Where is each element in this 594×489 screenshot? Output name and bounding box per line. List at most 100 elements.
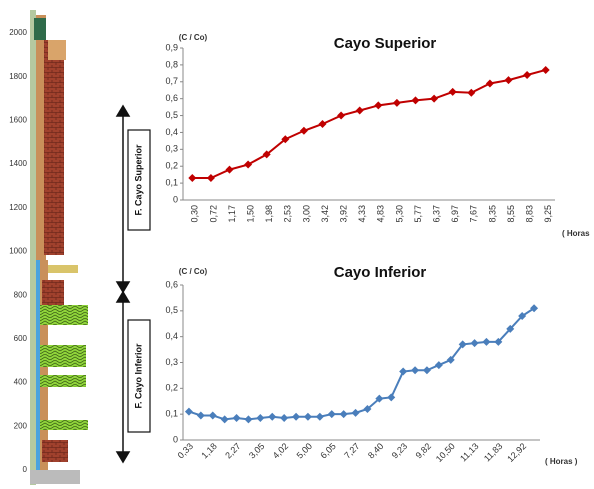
- y-tick-label: 0,2: [165, 383, 178, 393]
- column-green: [40, 305, 88, 325]
- data-point: [256, 414, 264, 422]
- y-tick-label: 0: [173, 434, 178, 444]
- formation-label: F. Cayo Superior: [133, 144, 143, 216]
- data-point: [412, 96, 420, 104]
- depth-label: 2000: [9, 28, 27, 37]
- column-brick: [42, 280, 64, 305]
- chart-title: Cayo Superior: [334, 35, 437, 52]
- x-tick-label: 5,00: [295, 441, 314, 460]
- data-point: [268, 413, 276, 421]
- y-tick-label: 0,1: [165, 177, 178, 187]
- y-tick-label: 0,6: [165, 93, 178, 103]
- x-tick-label: 12,92: [505, 441, 528, 464]
- y-tick-label: 0: [173, 194, 178, 204]
- figure: 2000180016001400120010008006004002000F. …: [0, 0, 594, 489]
- data-point: [340, 410, 348, 418]
- data-point: [316, 413, 324, 421]
- strat-column: [30, 10, 88, 485]
- depth-label: 1200: [9, 203, 27, 212]
- y-tick-label: 0,3: [165, 144, 178, 154]
- column-green: [40, 420, 88, 430]
- x-tick-label: 8,40: [366, 441, 385, 460]
- data-point: [197, 411, 205, 419]
- x-tick-label: 11,83: [482, 441, 505, 464]
- x-tick-label: 0,72: [208, 205, 218, 223]
- x-tick-label: 8,35: [487, 205, 497, 223]
- y-tick-label: 0,9: [165, 42, 178, 52]
- data-point: [233, 414, 241, 422]
- data-point: [449, 88, 457, 96]
- data-point: [280, 414, 288, 422]
- x-axis-label: ( Horas ): [545, 457, 578, 466]
- x-tick-label: 4,02: [271, 441, 290, 460]
- chart-title: Cayo Inferior: [334, 264, 427, 281]
- depth-label: 600: [14, 334, 28, 343]
- data-point: [319, 120, 327, 128]
- column-green: [40, 345, 86, 367]
- x-tick-label: 1,18: [199, 441, 218, 460]
- data-point: [300, 127, 308, 135]
- data-point: [328, 410, 336, 418]
- y-axis-label: (C / Co): [179, 267, 208, 276]
- data-point: [221, 415, 229, 423]
- y-tick-label: 0,4: [165, 127, 178, 137]
- data-point: [435, 361, 443, 369]
- data-line: [192, 70, 545, 178]
- y-tick-label: 0,5: [165, 305, 178, 315]
- data-point: [207, 174, 215, 182]
- depth-label: 1800: [9, 72, 27, 81]
- x-tick-label: 2,27: [223, 441, 242, 460]
- y-tick-label: 0,4: [165, 331, 178, 341]
- x-tick-label: 11,13: [458, 441, 481, 464]
- depth-label: 1400: [9, 159, 27, 168]
- x-tick-label: 8,83: [524, 205, 534, 223]
- data-point: [292, 413, 300, 421]
- column-green: [40, 375, 86, 387]
- data-point: [244, 161, 252, 169]
- data-point: [482, 338, 490, 346]
- data-point: [387, 393, 395, 401]
- y-tick-label: 0,7: [165, 76, 178, 86]
- depth-label: 1600: [9, 116, 27, 125]
- data-point: [304, 413, 312, 421]
- y-axis-label: (C / Co): [179, 33, 208, 42]
- data-point: [542, 66, 550, 74]
- y-tick-label: 0,8: [165, 59, 178, 69]
- data-point: [430, 95, 438, 103]
- x-tick-label: 3,42: [320, 205, 330, 223]
- depth-label: 400: [14, 378, 28, 387]
- data-point: [399, 368, 407, 376]
- x-tick-label: 7,67: [469, 205, 479, 223]
- data-point: [337, 112, 345, 120]
- y-tick-label: 0,5: [165, 110, 178, 120]
- x-tick-label: 3,05: [247, 441, 266, 460]
- x-tick-label: 1,98: [264, 205, 274, 223]
- column-strip: [36, 260, 40, 470]
- depth-label: 1000: [9, 247, 27, 256]
- column-edge: [30, 10, 36, 485]
- x-tick-label: 0,30: [190, 205, 200, 223]
- x-tick-label: 5,30: [394, 205, 404, 223]
- data-point: [411, 366, 419, 374]
- x-tick-label: 9,23: [390, 441, 409, 460]
- x-tick-label: 6,37: [431, 205, 441, 223]
- x-tick-label: 3,92: [338, 205, 348, 223]
- data-point: [423, 366, 431, 374]
- column-layer: [48, 40, 66, 60]
- data-point: [244, 415, 252, 423]
- column-brick: [44, 40, 64, 255]
- x-tick-label: 9,25: [543, 205, 553, 223]
- data-line: [189, 308, 534, 419]
- x-tick-label: 4,83: [376, 205, 386, 223]
- x-tick-label: 3,00: [301, 205, 311, 223]
- x-tick-label: 2,53: [283, 205, 293, 223]
- column-cap: [34, 18, 46, 40]
- column-brick: [42, 440, 68, 462]
- formation-label: F. Cayo Inferior: [133, 343, 143, 409]
- x-tick-label: 6,05: [318, 441, 337, 460]
- depth-label: 200: [14, 421, 28, 430]
- data-point: [374, 101, 382, 109]
- x-axis-label: ( Horas: [562, 229, 590, 238]
- y-tick-label: 0,1: [165, 409, 178, 419]
- data-point: [523, 71, 531, 79]
